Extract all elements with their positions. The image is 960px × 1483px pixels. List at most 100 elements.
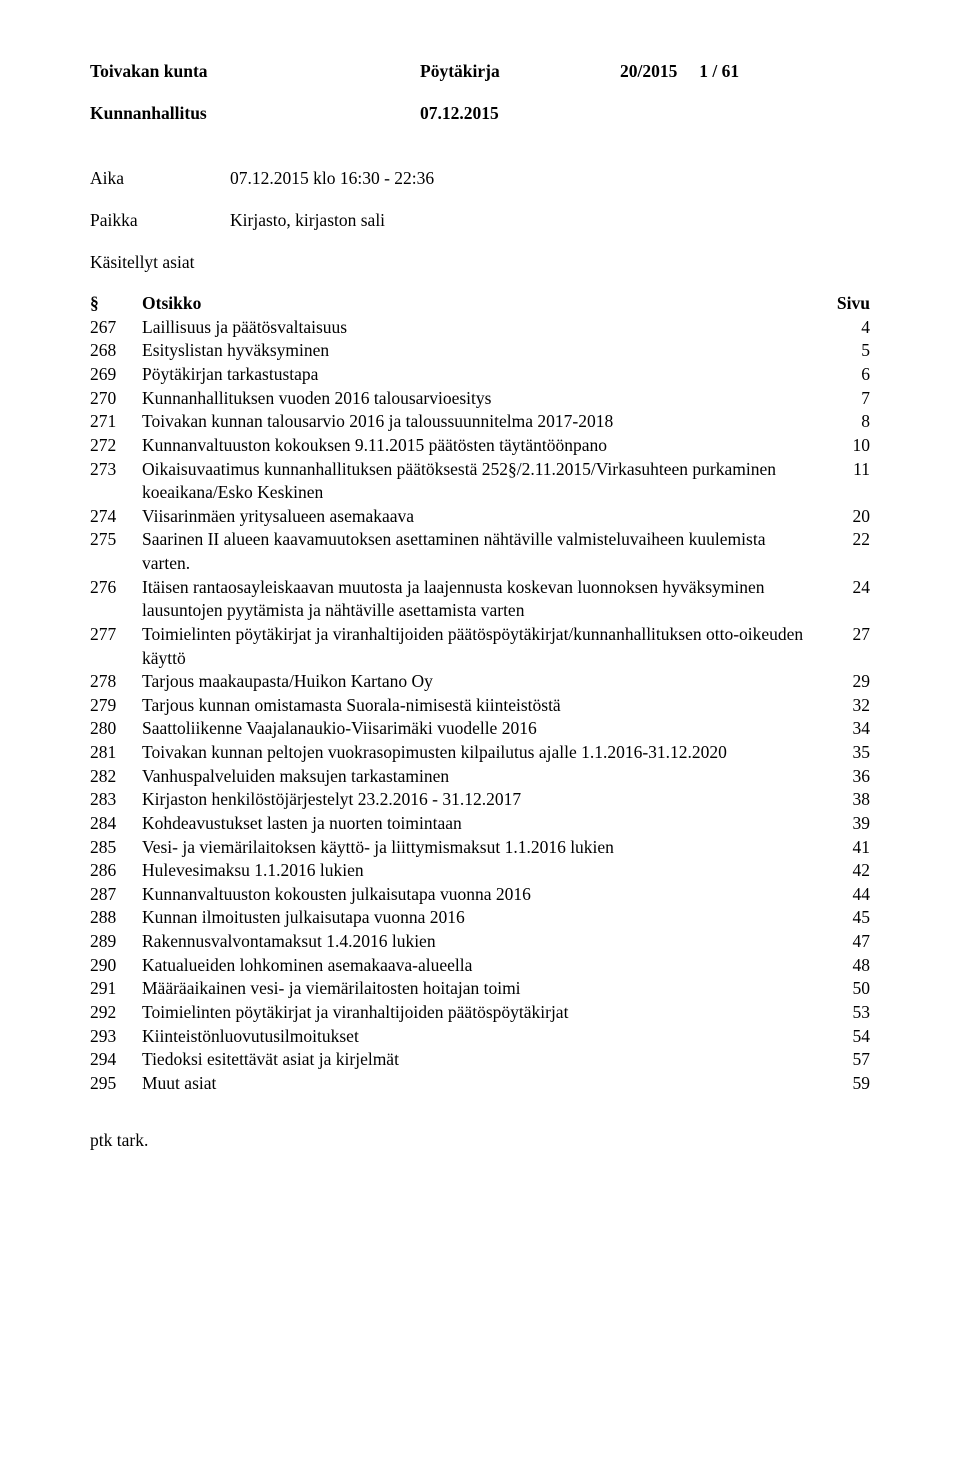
- toc-title: Kunnan ilmoitusten julkaisutapa vuonna 2…: [142, 906, 820, 930]
- toc-page: 11: [820, 458, 870, 482]
- toc-page: 42: [820, 859, 870, 883]
- toc-sec: 291: [90, 977, 142, 1001]
- toc-sec: 273: [90, 458, 142, 482]
- toc-page: 32: [820, 694, 870, 718]
- toc-sec: 272: [90, 434, 142, 458]
- toc-row: 274Viisarinmäen yritysalueen asemakaava2…: [90, 505, 870, 529]
- toc-sec: 278: [90, 670, 142, 694]
- toc-body: 267Laillisuus ja päätösvaltaisuus4268Esi…: [90, 316, 870, 1096]
- toc-title: Rakennusvalvontamaksut 1.4.2016 lukien: [142, 930, 820, 954]
- toc-page: 47: [820, 930, 870, 954]
- toc-row: 271Toivakan kunnan talousarvio 2016 ja t…: [90, 410, 870, 434]
- toc-title: Kirjaston henkilöstöjärjestelyt 23.2.201…: [142, 788, 820, 812]
- toc-row: 267Laillisuus ja päätösvaltaisuus4: [90, 316, 870, 340]
- toc-page: 8: [820, 410, 870, 434]
- toc-row: 290Katualueiden lohkominen asemakaava-al…: [90, 954, 870, 978]
- col-title: Otsikko: [142, 292, 820, 316]
- toc-title: Kunnanvaltuuston kokousten julkaisutapa …: [142, 883, 820, 907]
- toc-sec: 280: [90, 717, 142, 741]
- toc-page: 53: [820, 1001, 870, 1025]
- toc-page: 45: [820, 906, 870, 930]
- toc-title: Kiinteistönluovutusilmoitukset: [142, 1025, 820, 1049]
- toc-page: 50: [820, 977, 870, 1001]
- toc-title: Saattoliikenne Vaajalanaukio-Viisarimäki…: [142, 717, 820, 741]
- doc-type: Pöytäkirja: [420, 60, 620, 84]
- toc-sec: 293: [90, 1025, 142, 1049]
- toc-title: Toivakan kunnan talousarvio 2016 ja talo…: [142, 410, 820, 434]
- toc-sec: 274: [90, 505, 142, 529]
- toc-title: Määräaikainen vesi- ja viemärilaitosten …: [142, 977, 820, 1001]
- toc-title: Hulevesimaksu 1.1.2016 lukien: [142, 859, 820, 883]
- toc-page: 4: [820, 316, 870, 340]
- place-value: Kirjasto, kirjaston sali: [230, 209, 870, 233]
- meeting-ref: 20/2015: [620, 61, 677, 81]
- toc-row: 285Vesi- ja viemärilaitoksen käyttö- ja …: [90, 836, 870, 860]
- toc-page: 44: [820, 883, 870, 907]
- time-label: Aika: [90, 167, 230, 191]
- org-name: Toivakan kunta: [90, 60, 420, 84]
- toc-page: 48: [820, 954, 870, 978]
- toc-page: 29: [820, 670, 870, 694]
- toc-sec: 294: [90, 1048, 142, 1072]
- toc-sec: 268: [90, 339, 142, 363]
- toc-title: Oikaisuvaatimus kunnanhallituksen päätök…: [142, 458, 820, 505]
- page-header: Toivakan kunta Pöytäkirja 20/2015 1 / 61: [90, 60, 870, 84]
- toc-row: 286Hulevesimaksu 1.1.2016 lukien42: [90, 859, 870, 883]
- toc-row: 282Vanhuspalveluiden maksujen tarkastami…: [90, 765, 870, 789]
- toc-sec: 270: [90, 387, 142, 411]
- toc-sec: 287: [90, 883, 142, 907]
- toc-title: Tiedoksi esitettävät asiat ja kirjelmät: [142, 1048, 820, 1072]
- toc-sec: 271: [90, 410, 142, 434]
- toc-page: 10: [820, 434, 870, 458]
- toc-sec: 292: [90, 1001, 142, 1025]
- toc-title: Kunnanhallituksen vuoden 2016 talousarvi…: [142, 387, 820, 411]
- place-row: Paikka Kirjasto, kirjaston sali: [90, 209, 870, 233]
- meeting-ref-page: 20/2015 1 / 61: [620, 60, 870, 84]
- toc-title: Toimielinten pöytäkirjat ja viranhaltijo…: [142, 1001, 820, 1025]
- toc-row: 291Määräaikainen vesi- ja viemärilaitost…: [90, 977, 870, 1001]
- place-label: Paikka: [90, 209, 230, 233]
- toc-title: Saarinen II alueen kaavamuutoksen asetta…: [142, 528, 820, 575]
- toc-row: 268Esityslistan hyväksyminen5: [90, 339, 870, 363]
- toc-row: 289Rakennusvalvontamaksut 1.4.2016 lukie…: [90, 930, 870, 954]
- time-row: Aika 07.12.2015 klo 16:30 - 22:36: [90, 167, 870, 191]
- toc-sec: 277: [90, 623, 142, 647]
- toc-sec: 276: [90, 576, 142, 600]
- toc-sec: 295: [90, 1072, 142, 1096]
- toc-title: Itäisen rantaosayleiskaavan muutosta ja …: [142, 576, 820, 623]
- toc-title: Vanhuspalveluiden maksujen tarkastaminen: [142, 765, 820, 789]
- toc-page: 57: [820, 1048, 870, 1072]
- toc-row: 276Itäisen rantaosayleiskaavan muutosta …: [90, 576, 870, 623]
- toc-title: Toimielinten pöytäkirjat ja viranhaltijo…: [142, 623, 820, 670]
- toc-page: 24: [820, 576, 870, 600]
- toc-title: Kunnanvaltuuston kokouksen 9.11.2015 pää…: [142, 434, 820, 458]
- toc-page: 39: [820, 812, 870, 836]
- toc-row: 280Saattoliikenne Vaajalanaukio-Viisarim…: [90, 717, 870, 741]
- toc-title: Kohdeavustukset lasten ja nuorten toimin…: [142, 812, 820, 836]
- toc-page: 59: [820, 1072, 870, 1096]
- toc-sec: 290: [90, 954, 142, 978]
- toc-page: 20: [820, 505, 870, 529]
- toc-sec: 288: [90, 906, 142, 930]
- items-label: Käsitellyt asiat: [90, 251, 195, 275]
- toc-title: Toivakan kunnan peltojen vuokrasopimuste…: [142, 741, 820, 765]
- body-name: Kunnanhallitus: [90, 102, 420, 126]
- toc-page: 22: [820, 528, 870, 552]
- toc-title: Katualueiden lohkominen asemakaava-aluee…: [142, 954, 820, 978]
- toc-page: 36: [820, 765, 870, 789]
- toc-title: Vesi- ja viemärilaitoksen käyttö- ja lii…: [142, 836, 820, 860]
- toc-row: 273Oikaisuvaatimus kunnanhallituksen pää…: [90, 458, 870, 505]
- col-page: Sivu: [820, 292, 870, 316]
- toc-page: 35: [820, 741, 870, 765]
- toc-page: 5: [820, 339, 870, 363]
- toc-title: Tarjous kunnan omistamasta Suorala-nimis…: [142, 694, 820, 718]
- toc-row: 269Pöytäkirjan tarkastustapa6: [90, 363, 870, 387]
- toc-row: 278Tarjous maakaupasta/Huikon Kartano Oy…: [90, 670, 870, 694]
- toc-sec: 284: [90, 812, 142, 836]
- toc-sec: 279: [90, 694, 142, 718]
- toc-row: 284Kohdeavustukset lasten ja nuorten toi…: [90, 812, 870, 836]
- sub-header: Kunnanhallitus 07.12.2015: [90, 102, 870, 126]
- toc-sec: 289: [90, 930, 142, 954]
- toc-row: 292Toimielinten pöytäkirjat ja viranhalt…: [90, 1001, 870, 1025]
- toc-row: 281Toivakan kunnan peltojen vuokrasopimu…: [90, 741, 870, 765]
